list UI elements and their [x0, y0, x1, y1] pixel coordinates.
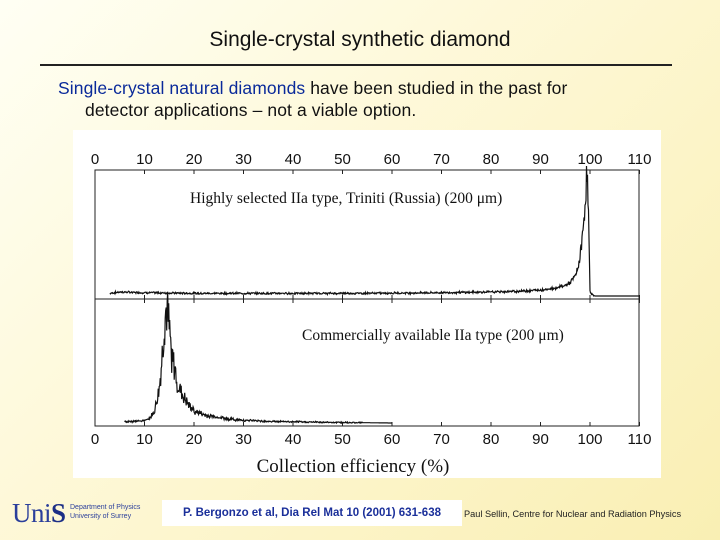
x-tick-label-top: 30: [235, 151, 252, 168]
x-tick-label-bottom: 70: [433, 431, 450, 448]
x-tick-label-bottom: 50: [334, 431, 351, 448]
x-tick-label-bottom: 40: [285, 431, 302, 448]
x-tick-label-top: 90: [532, 151, 549, 168]
logo-department: Department of Physics University of Surre…: [70, 504, 141, 520]
x-tick-label-top: 50: [334, 151, 351, 168]
intro-text: Single-crystal natural diamonds have bee…: [58, 77, 678, 121]
x-tick-label-bottom: 110: [628, 431, 652, 448]
x-tick-label-top: 60: [384, 151, 401, 168]
title-divider: [40, 64, 672, 66]
x-tick-label-top: 100: [577, 151, 602, 168]
x-axis-label: Collection efficiency (%): [257, 456, 450, 477]
x-tick-label-bottom: 100: [577, 431, 602, 448]
x-tick-label-bottom: 90: [532, 431, 549, 448]
footer-credit: Paul Sellin, Centre for Nuclear and Radi…: [464, 509, 682, 519]
intro-highlight: Single-crystal natural diamonds: [58, 78, 306, 98]
panel-2-series-line: [124, 291, 392, 425]
chart-figure: 0 0 10 10 20 20 30 30 40 40 50 50 60 60 70 70 80 80 90 90 10…: [73, 130, 661, 478]
x-tick-label-top: 10: [136, 151, 153, 168]
x-tick-label-bottom: 80: [483, 431, 500, 448]
slide-title: Single-crystal synthetic diamond: [209, 28, 511, 51]
reference-citation: P. Bergonzo et al, Dia Rel Mat 10 (2001)…: [162, 500, 462, 526]
panel-1-series-line: [109, 165, 640, 297]
x-tick-label-bottom: 60: [384, 431, 401, 448]
x-tick-label-bottom: 30: [235, 431, 252, 448]
logo-wordmark: UniS: [12, 498, 66, 528]
x-tick-label-bottom: 10: [136, 431, 153, 448]
x-tick-label-top: 80: [483, 151, 500, 168]
x-tick-label-top: 20: [186, 151, 203, 168]
intro-line-2: detector applications – not a viable opt…: [85, 100, 417, 120]
intro-rest: have been studied in the past for: [305, 78, 568, 98]
university-logo: UniS Department of Physics University of …: [12, 498, 162, 528]
x-tick-label-top: 0: [91, 151, 99, 168]
x-tick-label-top: 40: [285, 151, 302, 168]
chart-svg: 0 0 10 10 20 20 30 30 40 40 50 50 60 60 70 70 80 80 90 90 10…: [91, 151, 652, 477]
x-tick-label-bottom: 20: [186, 431, 203, 448]
panel-2-label: Commercially available IIa type (200 μm): [302, 327, 564, 344]
x-tick-label-bottom: 0: [91, 431, 99, 448]
x-tick-label-top: 70: [433, 151, 450, 168]
panel-1-label: Highly selected IIa type, Triniti (Russi…: [190, 190, 502, 207]
x-tick-label-top: 110: [628, 151, 652, 168]
